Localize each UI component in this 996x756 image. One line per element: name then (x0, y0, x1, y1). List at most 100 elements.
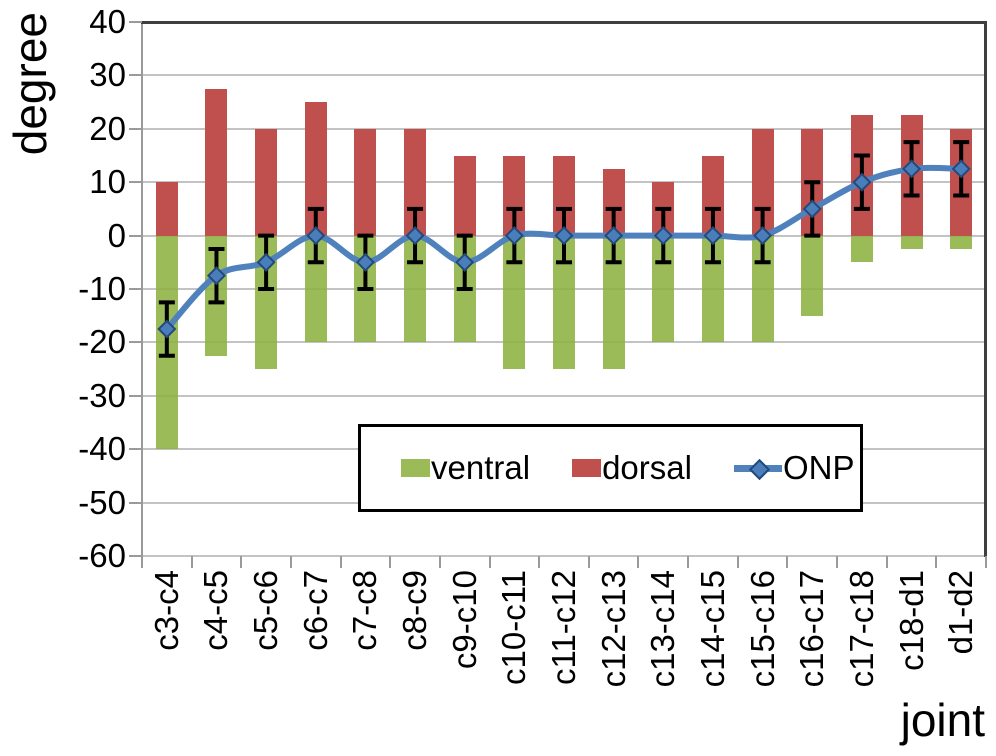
gridline--30 (142, 394, 986, 397)
dorsal-swatch-icon (572, 459, 602, 477)
x-tick-label-c12-c13: c12-c13 (594, 570, 632, 688)
dorsal-bar-c11-c12 (553, 155, 575, 236)
y-tick-label--40: -40 (78, 430, 126, 468)
y-tick-label-0: 0 (107, 216, 126, 254)
ventral-bar-c6-c7 (304, 235, 327, 343)
y-tick-label--10: -10 (78, 270, 126, 307)
x-tick-label-c7-c8: c7-c8 (346, 570, 384, 651)
x-tick-9 (587, 556, 590, 568)
x-tick-15 (885, 556, 888, 568)
ventral-bar-c12-c13 (602, 235, 625, 370)
x-tick-0 (141, 556, 143, 568)
x-tick-1 (190, 556, 193, 568)
x-tick-label-d1-d2: d1-d2 (942, 570, 980, 655)
legend: ventral dorsal ONP (358, 424, 863, 512)
y-tick-0 (129, 234, 142, 237)
y-tick--20 (129, 341, 142, 344)
x-tick-label-c11-c12: c11-c12 (545, 570, 582, 685)
ventral-bar-d1-d2 (950, 235, 973, 249)
x-tick-label-c9-c10: c9-c10 (445, 570, 483, 670)
x-tick-8 (538, 556, 541, 568)
dorsal-bar-c10-c11 (503, 155, 526, 236)
y-tick-label--50: -50 (78, 483, 126, 521)
x-tick-label-c10-c11: c10-c11 (495, 570, 533, 685)
x-tick-11 (687, 556, 690, 568)
dorsal-bar-c17-c18 (850, 115, 873, 236)
y-tick-20 (129, 127, 142, 130)
x-tick-label-c16-c17: c16-c17 (793, 570, 831, 688)
y-tick-40 (129, 21, 142, 23)
dorsal-bar-c8-c9 (404, 128, 427, 236)
dorsal-bar-d1-d2 (950, 128, 973, 236)
ventral-bar-c13-c14 (652, 235, 675, 343)
y-tick-label-10: 10 (89, 163, 126, 201)
gridline--60 (142, 555, 986, 557)
x-tick-16 (935, 556, 938, 568)
y-tick-label-30: 30 (89, 56, 126, 94)
legend-item-dorsal: dorsal (572, 449, 692, 487)
y-tick-label--60: -60 (78, 537, 126, 574)
dorsal-bar-c16-c17 (801, 128, 824, 236)
ventral-bar-c17-c18 (850, 235, 873, 263)
x-tick-14 (836, 556, 839, 568)
legend-item-ventral: ventral (401, 449, 530, 487)
x-tick-13 (786, 556, 789, 568)
legend-item-onp: ONP (733, 449, 855, 487)
x-tick-3 (289, 556, 292, 568)
ventral-bar-c3-c4 (155, 235, 178, 450)
y-tick--10 (129, 288, 142, 290)
x-tick-label-c13-c14: c13-c14 (644, 570, 682, 688)
x-tick-10 (637, 556, 640, 568)
legend-label-dorsal: dorsal (602, 449, 692, 486)
gridline-20 (142, 127, 986, 130)
y-tick-10 (129, 181, 142, 184)
ventral-bar-c14-c15 (701, 235, 724, 343)
x-axis-title: joint (900, 694, 985, 746)
dorsal-bar-c7-c8 (354, 128, 377, 236)
y-tick--40 (129, 448, 142, 451)
x-tick-label-c5-c6: c5-c6 (247, 570, 285, 651)
y-tick-label--30: -30 (78, 376, 126, 414)
x-tick-12 (736, 556, 739, 568)
ventral-bar-c7-c8 (354, 235, 377, 343)
dorsal-bar-c12-c13 (602, 168, 625, 236)
dorsal-bar-c18-d1 (900, 115, 923, 236)
dorsal-bar-c6-c7 (304, 102, 327, 236)
dorsal-bar-c15-c16 (751, 128, 774, 236)
ventral-bar-c16-c17 (801, 235, 824, 316)
dorsal-bar-c13-c14 (652, 182, 675, 236)
ventral-bar-c10-c11 (503, 235, 526, 370)
x-tick-label-c18-d1: c18-d1 (892, 570, 930, 671)
ventral-bar-c5-c6 (255, 235, 278, 370)
onp-line-marker-icon (733, 458, 782, 480)
x-tick-label-c15-c16: c15-c16 (743, 570, 781, 688)
x-tick-label-c8-c9: c8-c9 (396, 570, 434, 651)
y-tick-30 (129, 74, 142, 77)
x-tick-label-c4-c5: c4-c5 (197, 570, 235, 651)
x-tick-2 (240, 556, 243, 568)
y-tick--30 (129, 394, 142, 397)
plot-border-top (141, 21, 987, 24)
x-tick-4 (339, 556, 342, 568)
ventral-bar-c11-c12 (553, 235, 575, 370)
ventral-bar-c4-c5 (205, 235, 228, 356)
ventral-bar-c9-c10 (453, 235, 476, 343)
y-tick-label--20: -20 (78, 323, 126, 361)
gridline-30 (142, 74, 986, 77)
x-tick-6 (438, 556, 441, 568)
onp-diamond-icon (748, 458, 771, 480)
plot-border-right (984, 21, 987, 557)
ventral-swatch-icon (401, 459, 430, 477)
x-tick-7 (488, 556, 491, 568)
x-tick-label-c14-c15: c14-c15 (693, 570, 731, 688)
y-tick--60 (129, 555, 142, 557)
legend-label-onp: ONP (782, 449, 855, 486)
x-tick-label-c17-c18: c17-c18 (842, 570, 880, 688)
dorsal-bar-c5-c6 (255, 128, 278, 236)
ventral-bar-c8-c9 (404, 235, 427, 343)
y-tick-label-40: 40 (89, 3, 126, 40)
x-tick-17 (985, 556, 987, 568)
dorsal-bar-c14-c15 (701, 155, 724, 236)
y-axis-line (141, 22, 143, 568)
